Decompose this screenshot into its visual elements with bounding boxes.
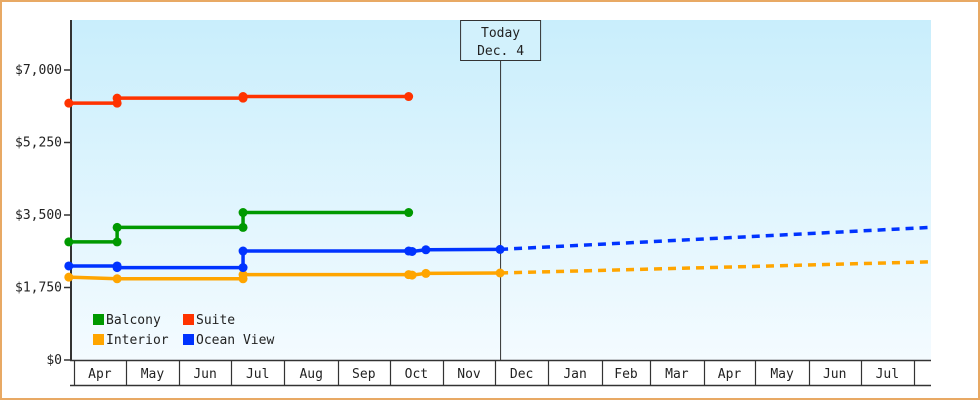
ocean-view-point xyxy=(238,263,248,273)
x-tick-label: Mar xyxy=(665,367,689,382)
today-label: Today xyxy=(481,26,520,41)
suite-point xyxy=(112,93,122,103)
balcony-point xyxy=(238,208,248,218)
legend-swatch-balcony xyxy=(93,314,104,325)
balcony-point xyxy=(112,222,122,232)
legend-swatch-ocean-view xyxy=(183,334,194,345)
legend-swatch-interior xyxy=(93,334,104,345)
suite-point xyxy=(238,92,248,102)
x-tick-label: Dec xyxy=(510,367,533,382)
x-tick-label: Jul xyxy=(246,367,269,382)
ocean-view-projection-line xyxy=(499,225,930,252)
balcony-point xyxy=(404,208,414,218)
x-tick-label: Jun xyxy=(193,367,216,382)
legend-label-interior: Interior xyxy=(106,333,169,348)
interior-point xyxy=(238,270,248,280)
x-tick-label: Jul xyxy=(876,367,899,382)
legend-label-balcony: Balcony xyxy=(106,313,161,328)
suite-line xyxy=(68,94,409,105)
x-tick-label: Aug xyxy=(299,367,322,382)
x-tick-label: Feb xyxy=(614,367,638,382)
interior-point xyxy=(407,270,417,280)
x-tick-label: May xyxy=(141,367,165,382)
x-tick-label: Sep xyxy=(352,367,376,382)
today-label-box xyxy=(460,20,542,61)
balcony-point xyxy=(64,237,74,247)
y-tick-label: $5,250 xyxy=(15,136,62,151)
today-date: Dec. 4 xyxy=(477,44,524,59)
ocean-view-point xyxy=(238,246,248,256)
ocean-view-point xyxy=(112,263,122,273)
y-tick-label: $0 xyxy=(46,353,62,368)
x-tick-label: Apr xyxy=(88,367,112,382)
x-tick-label: Nov xyxy=(457,367,481,382)
x-tick-label: Apr xyxy=(718,367,742,382)
y-tick-label: $3,500 xyxy=(15,208,62,223)
interior-point xyxy=(112,274,122,284)
legend-label-ocean-view: Ocean View xyxy=(196,333,274,348)
balcony-line xyxy=(68,210,409,244)
balcony-point xyxy=(112,237,122,247)
x-tick-label: Oct xyxy=(405,367,428,382)
y-tick-label: $1,750 xyxy=(15,281,62,296)
suite-point xyxy=(404,92,414,102)
x-tick-label: Jan xyxy=(563,367,586,382)
x-tick-label: May xyxy=(770,367,794,382)
interior-point xyxy=(421,268,431,278)
ocean-view-point xyxy=(64,261,74,271)
ocean-view-point xyxy=(421,245,431,255)
x-tick-label: Jun xyxy=(823,367,846,382)
interior-projection-line xyxy=(500,260,930,275)
legend-swatch-suite xyxy=(183,314,194,325)
legend-label-suite: Suite xyxy=(196,313,235,328)
ocean-view-point xyxy=(407,246,417,256)
y-tick-label: $7,000 xyxy=(15,63,62,78)
balcony-point xyxy=(238,222,248,232)
suite-point xyxy=(64,98,74,108)
interior-point xyxy=(64,272,74,282)
